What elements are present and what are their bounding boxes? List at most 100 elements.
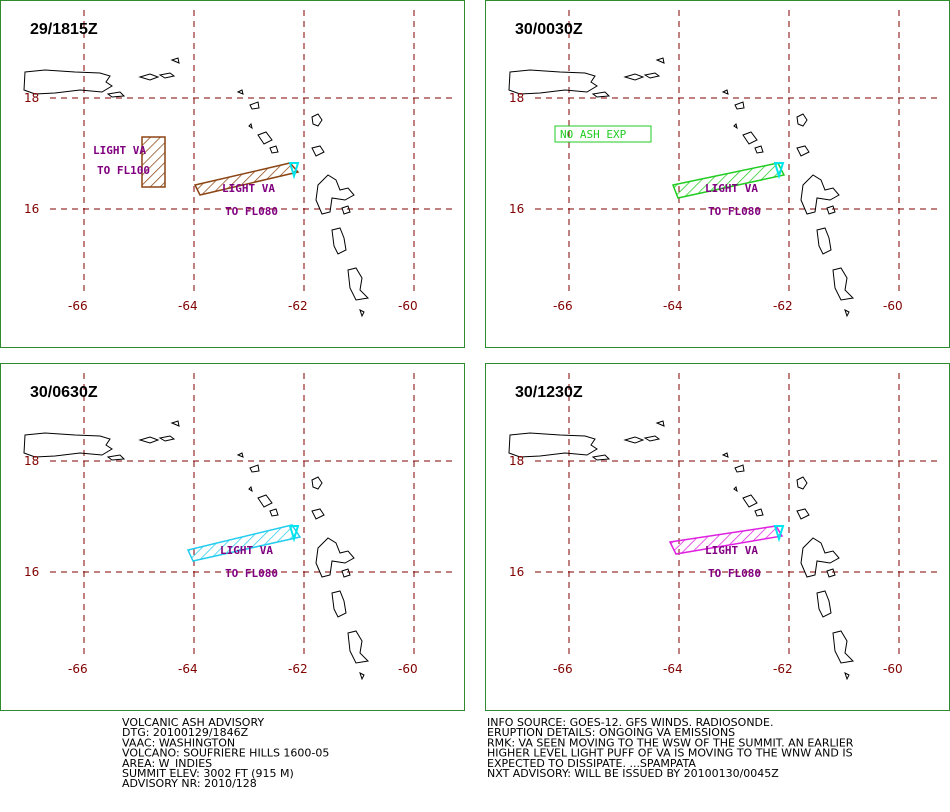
coastline	[347, 630, 370, 664]
lon-label: -62	[773, 662, 793, 676]
coastline	[331, 590, 347, 618]
coastline	[816, 590, 832, 618]
lon-label: -64	[178, 299, 198, 313]
coastline	[734, 101, 745, 110]
coastline	[844, 672, 850, 681]
coastline	[311, 113, 323, 127]
footer-line: INFO SOURCE: GOES-12. GFS WINDS. RADIOSO…	[487, 716, 773, 729]
lon-label: -66	[68, 299, 88, 313]
ash-area	[141, 136, 166, 188]
annotation: LIGHT VA	[705, 544, 758, 557]
annotation: TO FL080	[225, 205, 278, 218]
coastline	[158, 435, 176, 442]
coastline	[331, 227, 347, 255]
footer-line: AREA: W_INDIES	[122, 757, 212, 770]
coastline	[733, 486, 738, 493]
map-panel: 18 16 -66 -64 -62 -60 30/0630Z LIGHT VA TO FL080	[0, 363, 465, 711]
coastline	[315, 537, 355, 578]
map-panel: 18 16 -66 -64 -62 -60 30/1230Z LIGHT VA TO FL080	[485, 363, 950, 711]
lat-label: 16	[24, 565, 39, 579]
panel-border	[0, 363, 465, 711]
lat-label: 18	[24, 91, 39, 105]
coastline	[591, 454, 611, 461]
coastline	[754, 145, 764, 154]
lon-label: -66	[68, 662, 88, 676]
lon-label: -62	[288, 662, 308, 676]
valid-time: 29/1815Z	[30, 21, 98, 38]
footer-line: VOLCANIC ASH ADVISORY	[122, 716, 264, 729]
coastline	[643, 72, 661, 79]
coastline	[269, 145, 279, 154]
annotation: TO FL100	[97, 164, 150, 177]
coastline	[249, 464, 260, 473]
panel-border	[0, 0, 465, 348]
annotation-box	[554, 125, 652, 143]
annotation: TO FL080	[708, 567, 761, 580]
coastline	[796, 113, 808, 127]
coastline	[248, 123, 253, 130]
coastline	[623, 436, 645, 444]
valid-time: 30/0030Z	[515, 21, 583, 38]
lon-label: -60	[398, 299, 418, 313]
footer-line: HIGHER LEVEL LIGHT PUFF OF VA IS MOVING …	[487, 747, 853, 760]
coastline	[844, 309, 850, 318]
coastline	[269, 508, 279, 517]
coastline	[826, 205, 836, 215]
coastline	[623, 73, 645, 81]
coastline	[248, 486, 253, 493]
volcano-marker	[288, 162, 300, 180]
lon-label: -62	[773, 299, 793, 313]
coastline	[826, 568, 836, 578]
coastline	[800, 174, 840, 215]
footer-line: NXT ADVISORY: WILL BE ISSUED BY 20100130…	[487, 767, 779, 780]
footer-line: ADVISORY NR: 2010/128	[122, 777, 257, 790]
coastline	[832, 267, 855, 301]
coastline	[754, 508, 764, 517]
coastline	[341, 205, 351, 215]
map-panel: 18 16 -66 -64 -62 -60 30/0030Z NO ASH EXP LIGHT …	[485, 0, 950, 348]
ash-area	[671, 162, 786, 199]
coastline	[106, 91, 126, 98]
coastline	[816, 227, 832, 255]
annotation: NO ASH EXP	[560, 128, 627, 141]
valid-time: 30/0630Z	[30, 384, 98, 401]
annotation: LIGHT VA	[705, 182, 758, 195]
lat-label: 18	[509, 454, 524, 468]
footer-line: EXPECTED TO DISSIPATE. ...SPAMPATA	[487, 757, 696, 770]
annotation: LIGHT VA	[93, 144, 146, 157]
coastline	[643, 435, 661, 442]
volcano-marker	[773, 162, 785, 180]
lon-label: -60	[883, 662, 903, 676]
annotation: TO FL080	[708, 205, 761, 218]
coastline	[655, 57, 665, 64]
coastline	[742, 131, 758, 145]
coastline	[796, 145, 810, 157]
coastline	[733, 123, 738, 130]
footer-line: DTG: 20100129/1846Z	[122, 726, 249, 739]
coastline	[359, 309, 365, 318]
coastline	[341, 568, 351, 578]
coastline	[347, 267, 370, 301]
coastline	[508, 432, 598, 458]
lon-label: -60	[398, 662, 418, 676]
coastline	[106, 454, 126, 461]
footer-line: VOLCANO: SOUFRIERE HILLS 1600-05	[122, 747, 329, 760]
coastline	[249, 101, 260, 110]
lat-label: 18	[509, 91, 524, 105]
coastline	[591, 91, 611, 98]
coastline	[800, 537, 840, 578]
coastline	[796, 476, 808, 490]
coastline	[236, 452, 244, 458]
coastline	[796, 508, 810, 520]
map-panel: 18 16 -66 -64 -62 -60 29/1815Z LIGHT VA TO FL100…	[0, 0, 465, 348]
lon-label: -66	[553, 299, 573, 313]
coastline	[257, 494, 273, 508]
lon-label: -64	[178, 662, 198, 676]
coastline	[508, 69, 598, 95]
ash-area	[668, 525, 784, 555]
lon-label: -66	[553, 662, 573, 676]
annotation: LIGHT VA	[222, 182, 275, 195]
coastline	[832, 630, 855, 664]
